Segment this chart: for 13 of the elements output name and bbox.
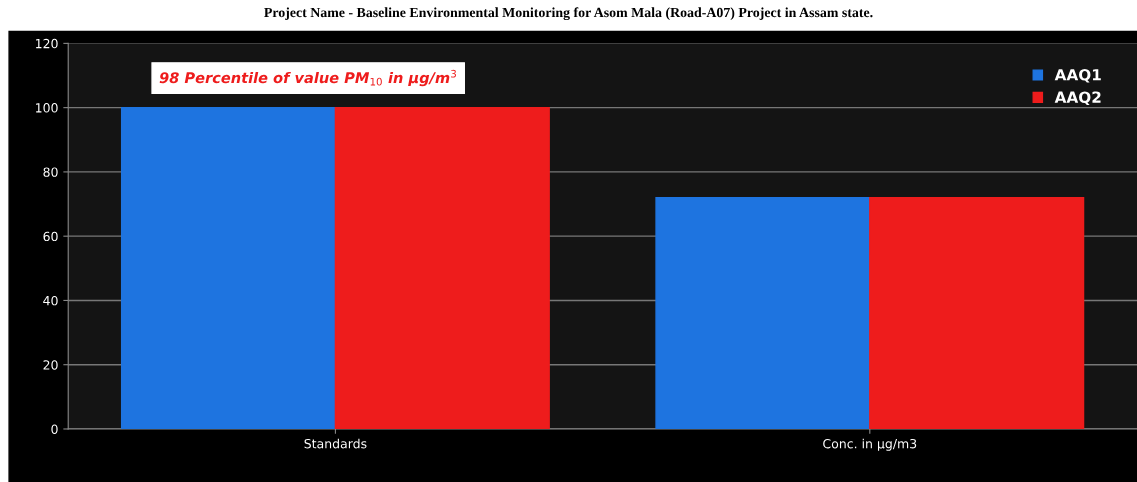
x-tick-label: Standards [304, 438, 367, 449]
legend-label: AAQ1 [1054, 68, 1101, 83]
y-tick-label: 60 [43, 231, 58, 242]
annotation: 98 Percentile of value PM$_{10}$ in µg/m$^{3}$ [159, 69, 456, 87]
y-tick-label: 120 [36, 38, 58, 49]
chart-title: Project Name - Baseline Environmental Monitoring for Asom Mala (Road-A07) Project in Assam state. [264, 7, 873, 21]
y-tick-label: 40 [43, 295, 58, 306]
y-tick-label: 100 [36, 103, 58, 113]
y-tick-label: 0 [51, 424, 58, 434]
y-tick-label: 80 [43, 167, 58, 177]
y-tick-label: 20 [43, 360, 58, 370]
legend-label: AAQ2 [1054, 91, 1101, 105]
x-tick-label: Conc. in µg/m3 [823, 438, 917, 451]
